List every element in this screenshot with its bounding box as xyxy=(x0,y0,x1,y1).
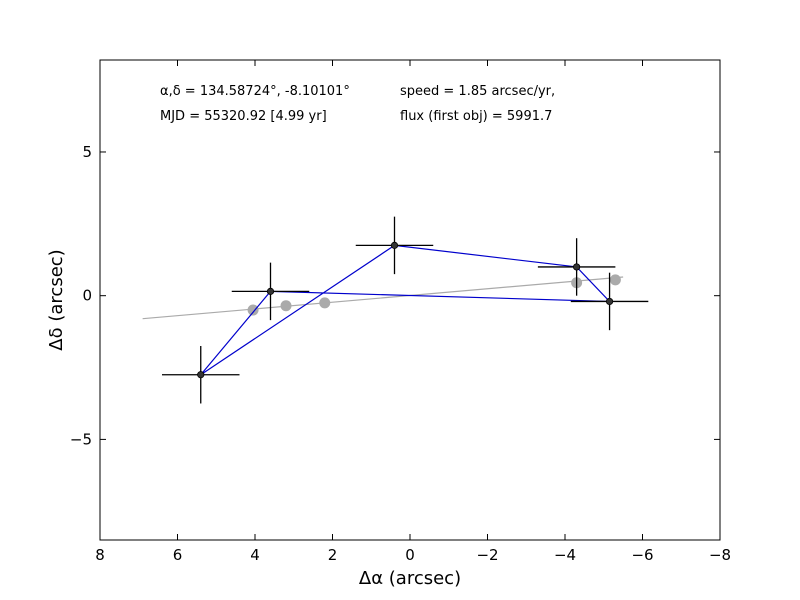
x-tick-label-8: −8 xyxy=(709,546,731,564)
x-tick-label-0: 8 xyxy=(95,546,105,564)
x-tick-label-3: 2 xyxy=(328,546,338,564)
x-tick-label-5: −2 xyxy=(476,546,498,564)
annotation-speed: speed = 1.85 arcsec/yr, xyxy=(400,84,555,99)
predicted-point-4 xyxy=(609,274,621,286)
predicted-point-2 xyxy=(319,297,331,309)
measured-path-line xyxy=(200,244,612,376)
y-tick-label-0: 5 xyxy=(82,143,92,161)
predicted-point-0 xyxy=(247,304,259,316)
x-axis-label: Δα (arcsec) xyxy=(359,568,461,589)
x-tick-label-4: 0 xyxy=(405,546,415,564)
predicted-point-1 xyxy=(280,300,292,312)
annotation-coords: α,δ = 134.58724°, -8.10101° xyxy=(160,84,350,99)
plot-background xyxy=(100,60,720,540)
x-tick-label-7: −6 xyxy=(631,546,653,564)
measured-point-4 xyxy=(605,297,614,306)
measured-point-0 xyxy=(197,371,205,379)
annotation-mjd: MJD = 55320.92 [4.99 yr] xyxy=(160,109,327,124)
x-tick-label-2: 4 xyxy=(250,546,260,564)
x-tick-label-6: −4 xyxy=(554,546,576,564)
annotation-flux: flux (first obj) = 5991.7 xyxy=(400,109,552,124)
y-tick-label-1: 0 xyxy=(82,287,92,305)
measured-point-2 xyxy=(390,241,399,249)
y-tick-label-2: −5 xyxy=(70,430,92,448)
x-tick-label-1: 6 xyxy=(173,546,183,564)
predicted-trend-line xyxy=(142,276,624,320)
measured-point-1 xyxy=(266,287,275,295)
y-axis-label: Δδ (arcsec) xyxy=(46,249,67,350)
measured-point-3 xyxy=(573,263,581,271)
